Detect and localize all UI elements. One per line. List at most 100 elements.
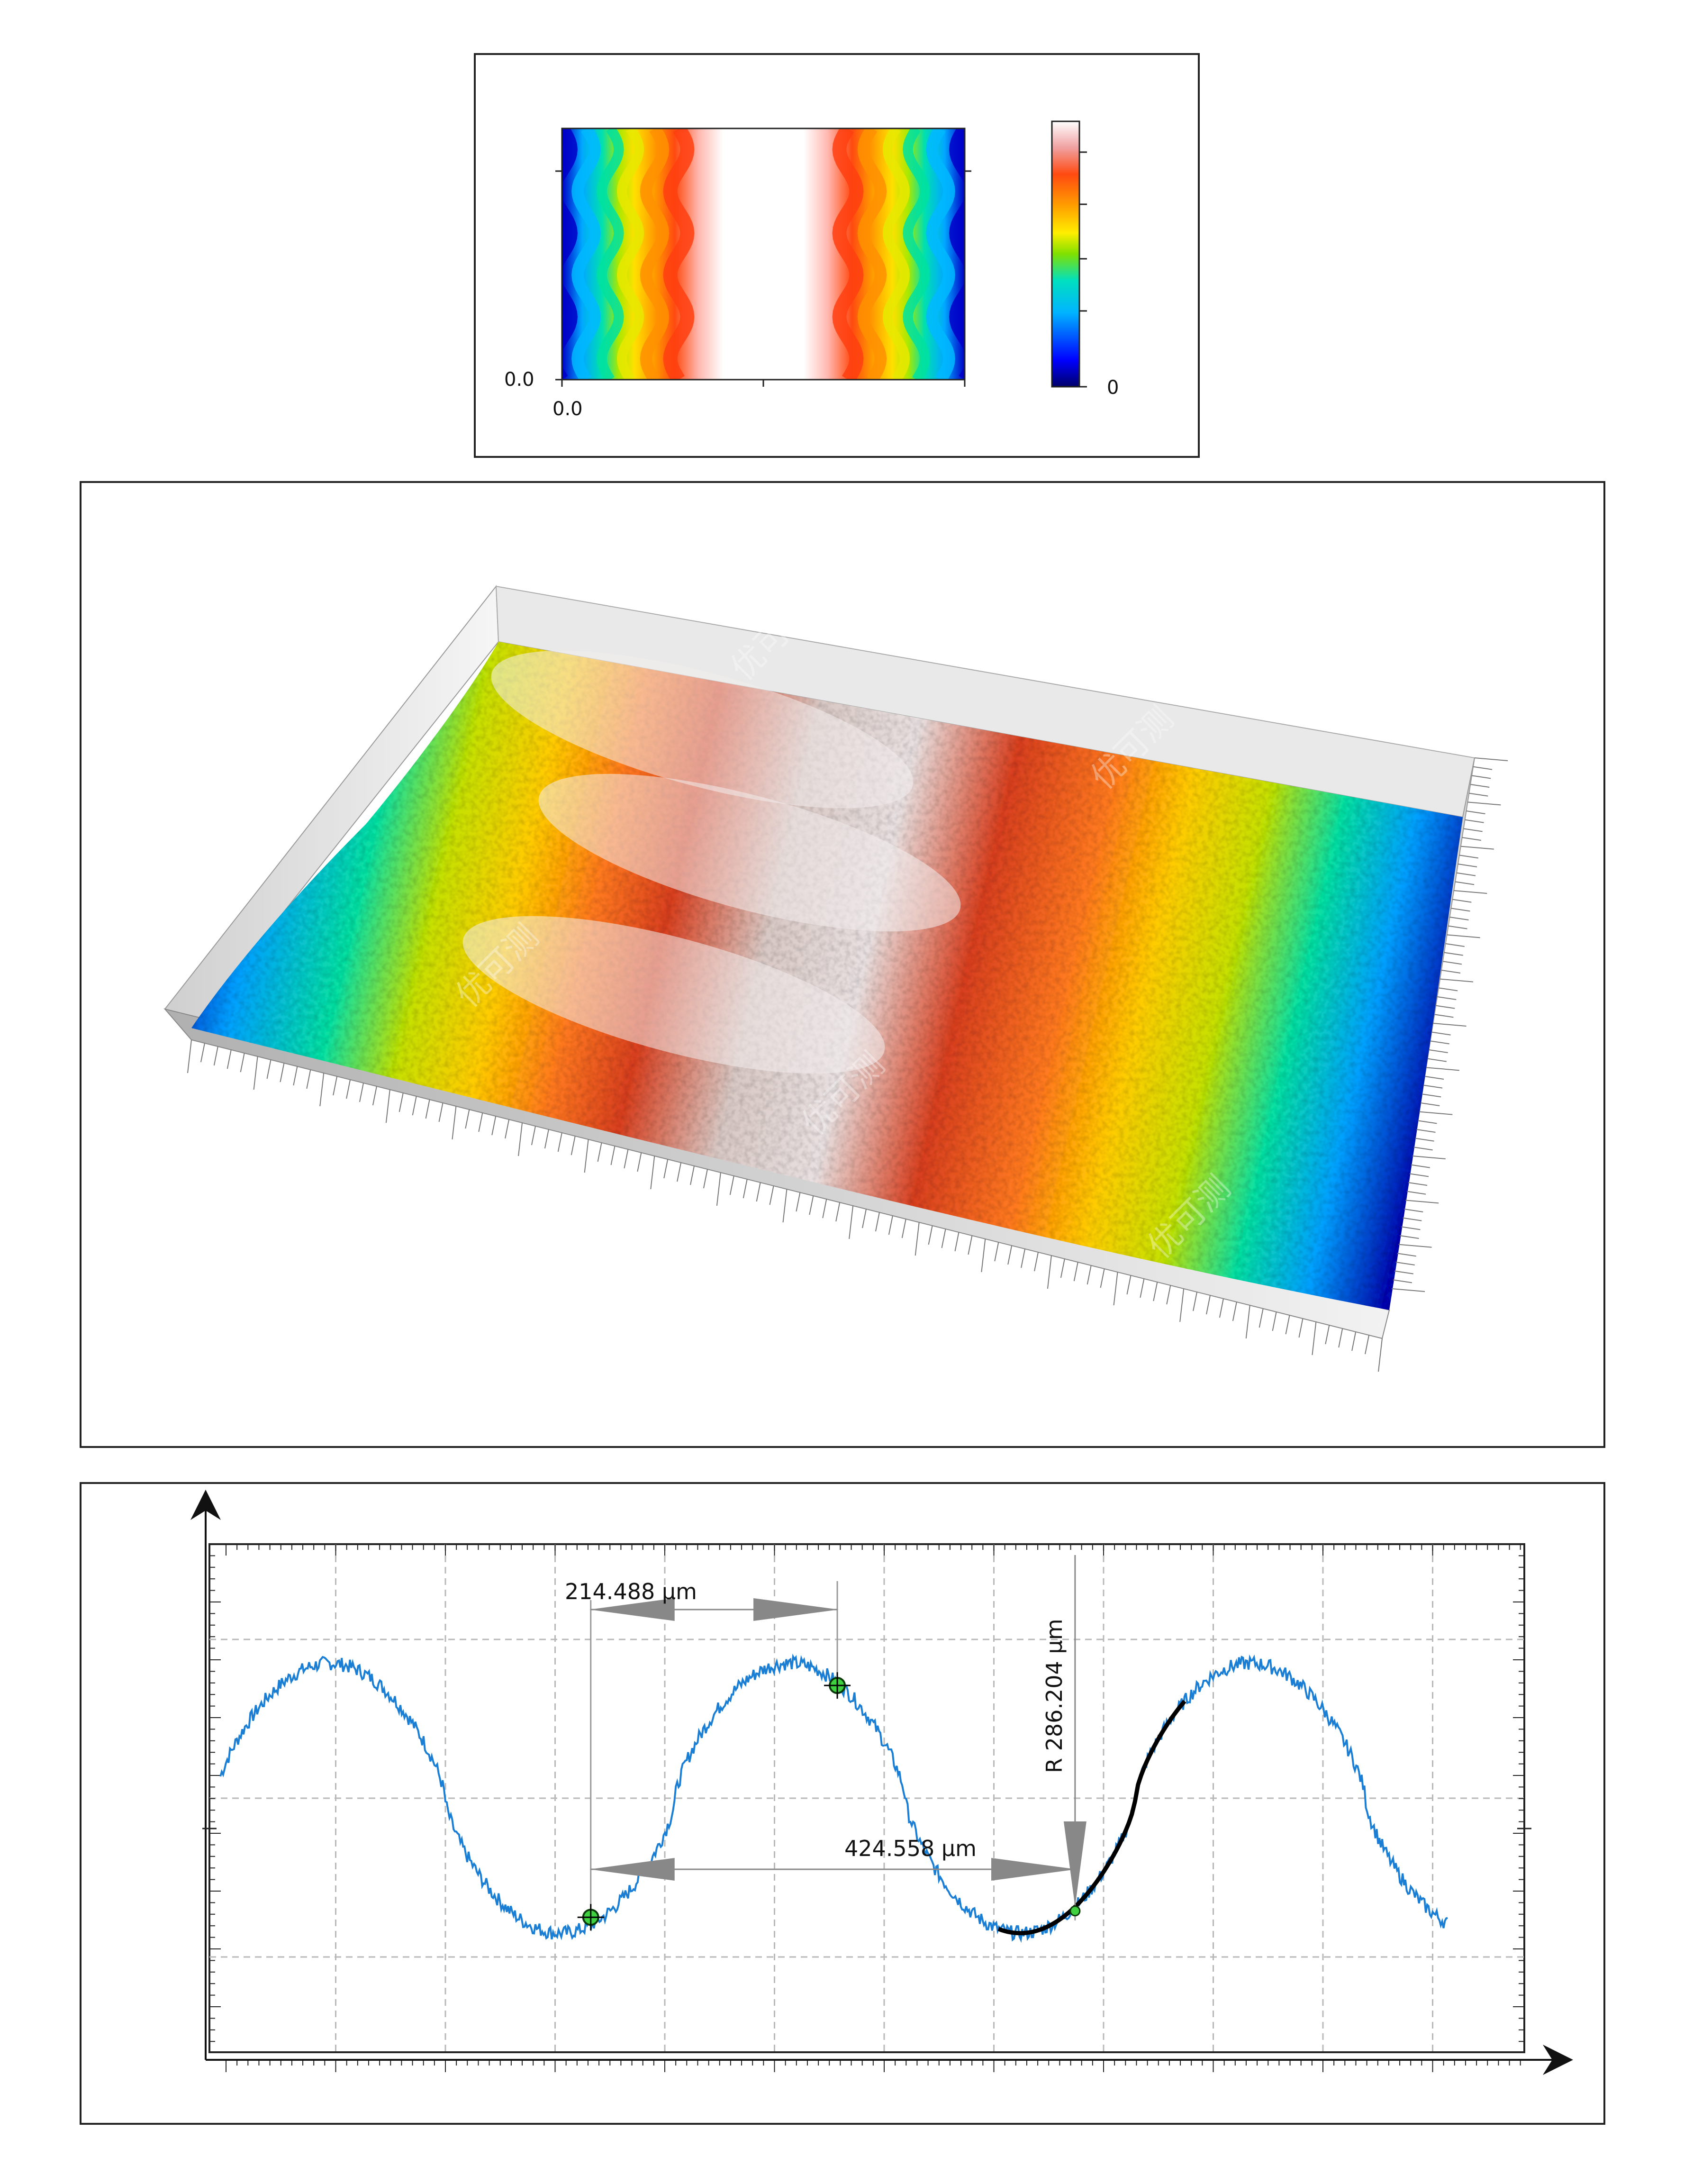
colorbar-ticks xyxy=(1079,151,1087,388)
surface-3d-panel: 优可测 优可测 优可测 优可测 优可测 xyxy=(80,481,1605,1448)
right-tick xyxy=(1469,792,1488,797)
right-tick xyxy=(1416,1129,1436,1133)
front-tick xyxy=(888,1215,893,1235)
height-map-image xyxy=(562,128,965,380)
right-tick xyxy=(1470,784,1490,788)
right-tick xyxy=(1431,1031,1451,1036)
front-tick xyxy=(1073,1262,1078,1282)
front-tick xyxy=(637,1152,642,1172)
front-tick xyxy=(1126,1275,1132,1295)
front-tick xyxy=(703,1169,708,1189)
front-tick xyxy=(875,1212,880,1232)
markers xyxy=(577,1672,1081,1931)
measurement-label-424: 424.558 µm xyxy=(844,1836,977,1861)
right-tick xyxy=(1403,1217,1422,1221)
front-tick xyxy=(1113,1272,1118,1306)
right-tick xyxy=(1397,1253,1416,1257)
colorbar xyxy=(1051,120,1080,388)
right-tick xyxy=(1415,1138,1434,1142)
front-tick xyxy=(1312,1321,1317,1356)
front-tick xyxy=(1245,1305,1250,1339)
front-tick xyxy=(1153,1282,1158,1301)
front-tick xyxy=(1007,1245,1013,1265)
right-tick xyxy=(1463,828,1483,832)
right-tick xyxy=(1430,1040,1449,1045)
right-tick xyxy=(1465,819,1484,823)
right-tick xyxy=(1441,970,1461,974)
front-tick xyxy=(412,1096,417,1116)
front-tick xyxy=(557,1132,562,1152)
heatmap-band xyxy=(832,128,864,380)
front-tick xyxy=(1034,1252,1039,1272)
right-tick xyxy=(1447,934,1480,938)
right-tick xyxy=(1400,1235,1419,1239)
right-tick xyxy=(1439,987,1458,992)
front-tick xyxy=(1060,1258,1065,1278)
right-tick xyxy=(1421,1102,1440,1106)
right-tick xyxy=(1436,1005,1455,1009)
3d-right-ticks xyxy=(1391,757,1508,1292)
right-tick xyxy=(1398,1244,1432,1248)
front-tick xyxy=(835,1202,841,1222)
right-tick xyxy=(1406,1191,1426,1195)
front-tick xyxy=(742,1179,748,1199)
right-tick xyxy=(1459,855,1479,859)
front-tick xyxy=(319,1073,325,1107)
right-tick xyxy=(1460,846,1494,850)
front-tick xyxy=(266,1059,272,1079)
front-tick xyxy=(769,1185,774,1205)
measurement-label-radius: R 286.204 µm xyxy=(1041,1619,1067,1773)
front-tick xyxy=(822,1199,827,1219)
front-tick xyxy=(1351,1331,1357,1351)
front-tick xyxy=(187,1039,192,1074)
front-tick xyxy=(240,1053,245,1073)
heatmap-band xyxy=(882,128,910,380)
front-tick xyxy=(901,1219,906,1238)
front-tick xyxy=(1193,1292,1198,1311)
right-tick xyxy=(1395,1262,1415,1265)
front-tick xyxy=(425,1099,430,1119)
front-tick xyxy=(253,1056,258,1090)
front-tick xyxy=(518,1122,523,1156)
front-tick xyxy=(941,1228,946,1248)
front-tick xyxy=(716,1172,721,1206)
front-tick xyxy=(782,1189,788,1223)
right-tick xyxy=(1437,996,1457,1000)
front-tick xyxy=(531,1126,536,1146)
front-tick xyxy=(544,1129,549,1149)
front-tick xyxy=(1047,1255,1052,1289)
front-tick xyxy=(1166,1285,1171,1305)
front-tick xyxy=(1285,1315,1290,1335)
front-tick xyxy=(981,1238,986,1273)
heatmap-band xyxy=(663,128,695,380)
front-tick xyxy=(650,1156,655,1190)
profile-panel: 214.488 µm 424.558 µm R 286.204 µm xyxy=(80,1482,1605,2125)
right-tick xyxy=(1472,775,1491,779)
right-tick xyxy=(1444,952,1463,956)
right-tick xyxy=(1411,1164,1430,1168)
right-tick xyxy=(1422,1093,1441,1098)
right-tick xyxy=(1419,1111,1453,1115)
right-tick xyxy=(1434,1014,1454,1018)
front-tick xyxy=(359,1083,364,1102)
3d-front-ticks xyxy=(187,1039,1383,1372)
right-tick xyxy=(1404,1209,1423,1212)
heatmap-band xyxy=(926,128,955,380)
height-map-panel: 0.0 0.0 0 xyxy=(474,53,1200,458)
front-tick xyxy=(306,1069,311,1089)
front-tick xyxy=(994,1242,999,1262)
front-tick xyxy=(333,1076,338,1096)
height-map-svg: 0.0 0.0 0 xyxy=(504,120,1119,420)
fit-arc xyxy=(997,1700,1186,1936)
grid xyxy=(209,1544,1524,2052)
front-tick xyxy=(928,1225,933,1245)
surface-peak-highlight xyxy=(491,650,914,809)
front-tick xyxy=(690,1165,695,1185)
right-tick xyxy=(1405,1200,1439,1204)
right-tick xyxy=(1452,899,1472,903)
front-tick xyxy=(914,1222,920,1256)
right-tick xyxy=(1474,757,1508,761)
front-tick xyxy=(505,1119,510,1139)
measurement-label-214: 214.488 µm xyxy=(565,1579,697,1604)
front-tick xyxy=(809,1195,814,1215)
